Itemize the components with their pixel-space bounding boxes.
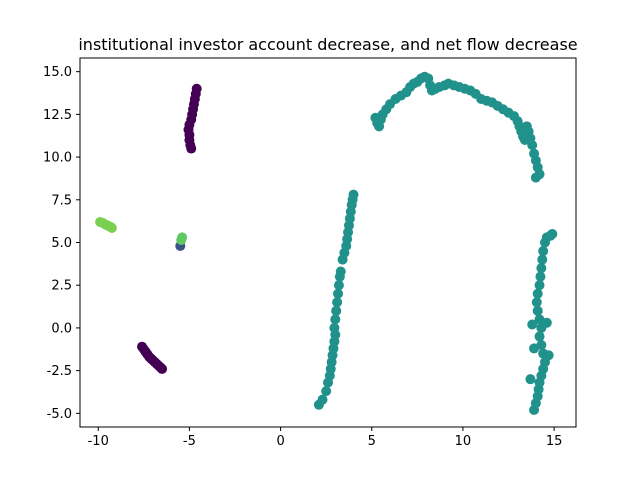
y-tick-label: -2.5 — [47, 364, 72, 379]
scatter-point — [157, 363, 168, 374]
scatter-point — [321, 386, 332, 397]
scatter-point — [536, 263, 547, 274]
scatter-point — [537, 254, 548, 265]
x-tick-label: 0 — [276, 434, 284, 449]
x-tick-label: 10 — [455, 434, 472, 449]
data-points — [95, 71, 558, 415]
scatter-point — [333, 288, 344, 299]
scatter-point — [332, 297, 343, 308]
y-tick-label: 10.0 — [43, 151, 72, 166]
scatter-point — [534, 331, 545, 342]
axis-ticks: -10 -5 0 5 10 15 -5.0 -2.5 0.0 2.5 5.0 7.5 10.0 12.5 1… — [43, 65, 562, 449]
plot-frame — [79, 57, 577, 428]
y-tick-label: 7.5 — [51, 193, 72, 208]
y-tick-label: 2.5 — [51, 279, 72, 294]
scatter-point — [317, 394, 328, 405]
scatter-point — [531, 297, 542, 308]
scatter-point — [330, 314, 341, 325]
scatter-point — [535, 271, 546, 282]
x-tick-label: -5 — [183, 434, 196, 449]
x-tick-label: -10 — [88, 434, 109, 449]
scatter-point — [530, 172, 541, 183]
scatter-point — [527, 140, 538, 151]
y-tick-label: -5.0 — [47, 407, 72, 422]
scatter-point — [543, 350, 554, 361]
scatter-point — [532, 305, 543, 316]
scatter-point — [534, 280, 545, 291]
scatter-point — [176, 234, 187, 245]
x-tick-label: 5 — [368, 434, 376, 449]
y-tick-label: 5.0 — [51, 236, 72, 251]
scatter-point — [329, 322, 340, 333]
scatter-point — [348, 189, 359, 200]
scatter-point — [532, 288, 543, 299]
scatter-point — [529, 343, 540, 354]
scatter-point — [541, 317, 552, 328]
chart-title: institutional investor account decrease,… — [78, 35, 577, 54]
scatter-point — [186, 143, 197, 154]
scatter-point — [331, 305, 342, 316]
x-tick-label: 15 — [546, 434, 563, 449]
scatter-point — [527, 319, 538, 330]
scatter-point — [106, 222, 117, 233]
scatter-point — [538, 246, 549, 257]
y-tick-label: 15.0 — [43, 65, 72, 80]
y-tick-label: 0.0 — [51, 321, 72, 336]
scatter-point — [525, 374, 536, 385]
y-tick-label: 12.5 — [43, 108, 72, 123]
scatter-point — [547, 228, 558, 239]
scatter-point — [335, 266, 346, 277]
scatter-point — [333, 280, 344, 291]
